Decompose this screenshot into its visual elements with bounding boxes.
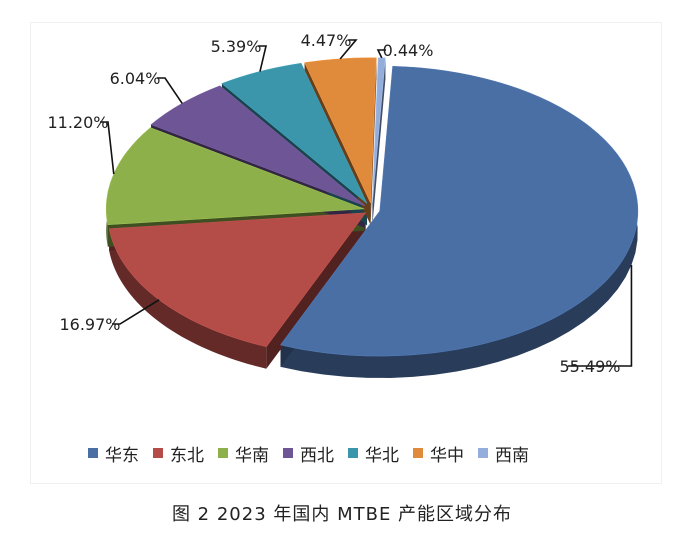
legend-swatch <box>413 448 423 458</box>
slice-华东 <box>280 65 639 357</box>
legend-item-华中: 华中 <box>413 441 464 466</box>
leader-line-华中 <box>339 39 358 60</box>
leader-line-西北 <box>157 77 183 104</box>
slice-西南 <box>372 57 386 203</box>
legend-swatch <box>218 448 228 458</box>
data-label-华南: 11.20% <box>47 113 108 132</box>
slice-华北 <box>221 62 368 204</box>
legend-label: 华北 <box>365 445 399 466</box>
legend-item-华东: 华东 <box>88 441 139 466</box>
slice-wall-东北-0 <box>266 212 366 369</box>
legend-swatch <box>88 448 98 458</box>
legend-item-东北: 东北 <box>153 441 204 466</box>
data-label-西北: 6.04% <box>110 69 161 88</box>
legend: 华东 东北 华南 西北 华北 华中 西南 <box>88 438 668 468</box>
leader-line-西南 <box>376 49 386 59</box>
legend-item-西北: 西北 <box>283 441 334 466</box>
slice-华南 <box>105 127 365 226</box>
legend-label: 东北 <box>170 445 204 466</box>
leader-line-华北 <box>258 45 268 72</box>
legend-label: 西南 <box>495 445 529 466</box>
slice-side-东北 <box>109 228 267 369</box>
legend-label: 华南 <box>235 445 269 466</box>
figure-caption: 图 2 2023 年国内 MTBE 产能区域分布 <box>171 504 513 525</box>
legend-item-西南: 西南 <box>478 441 529 466</box>
data-label-华北: 5.39% <box>211 37 262 56</box>
legend-swatch <box>348 448 358 458</box>
data-label-华东: 55.49% <box>559 357 620 376</box>
legend-label: 华东 <box>105 445 139 466</box>
data-label-华中: 4.47% <box>301 31 352 50</box>
slice-东北 <box>108 212 367 348</box>
slice-wall-西南-1 <box>372 57 386 225</box>
leader-line-东北 <box>112 299 160 325</box>
legend-swatch <box>153 448 163 458</box>
legend-item-华北: 华北 <box>348 441 399 466</box>
legend-swatch <box>283 448 293 458</box>
leader-line-华东 <box>568 265 633 367</box>
legend-label: 西北 <box>300 445 334 466</box>
legend-item-华南: 华南 <box>218 441 269 466</box>
data-label-东北: 16.97% <box>59 315 120 334</box>
legend-swatch <box>478 448 488 458</box>
leader-line-华南 <box>100 121 115 175</box>
data-label-西南: 0.44% <box>383 41 434 60</box>
legend-label: 华中 <box>430 445 464 466</box>
